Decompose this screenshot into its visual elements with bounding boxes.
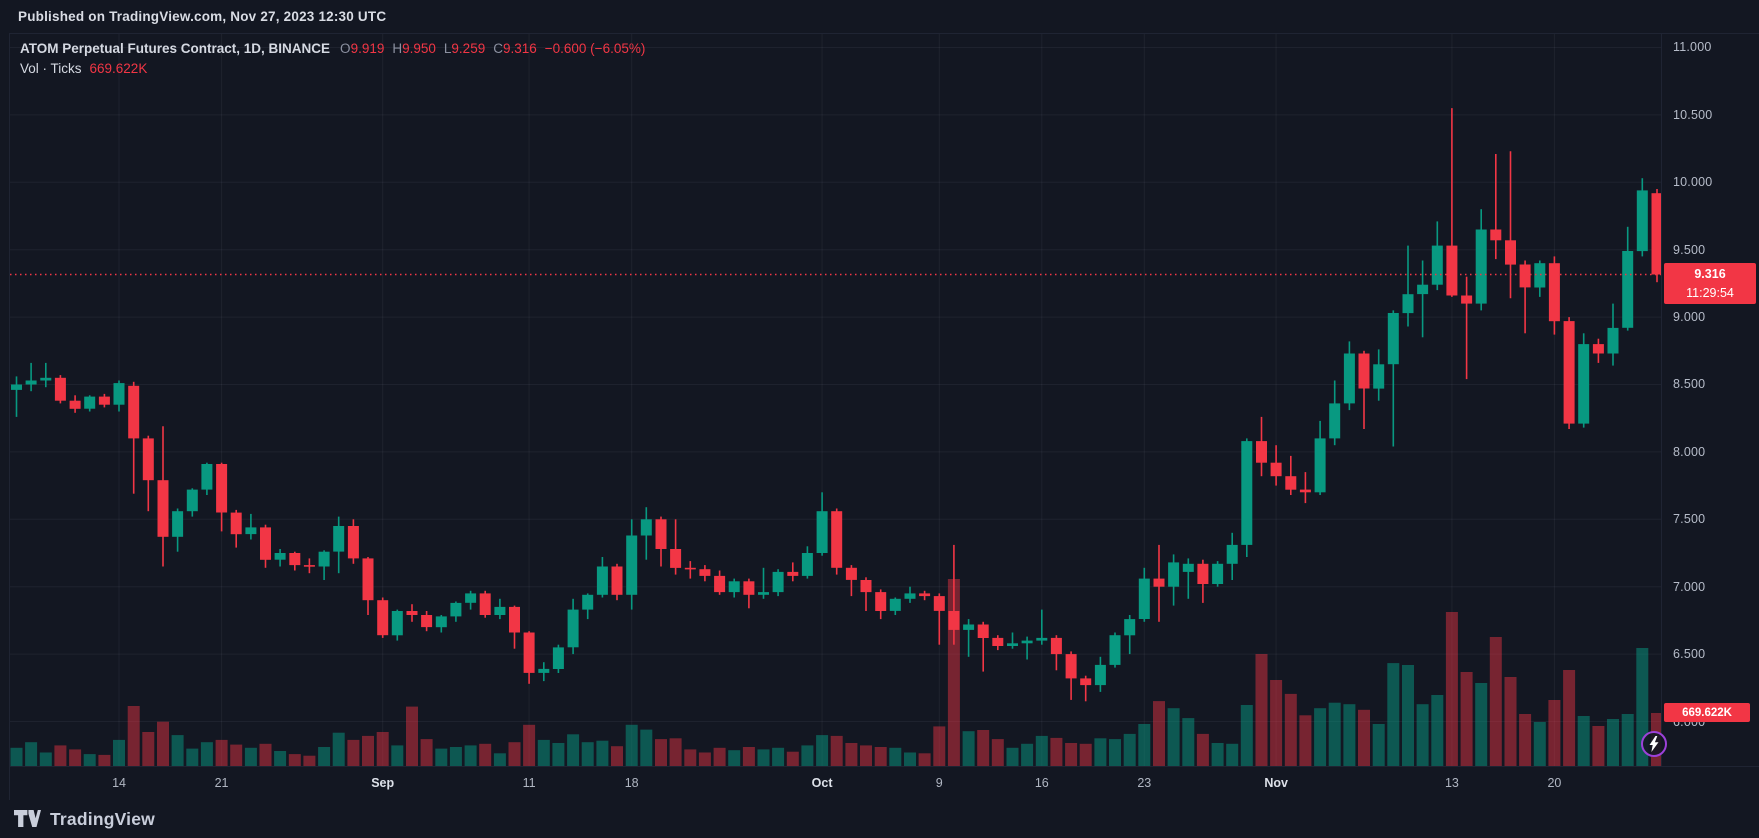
current-price-value: 9.316: [1694, 266, 1726, 281]
tradingview-logo-mark: [14, 810, 41, 827]
time-tick-label: Oct: [811, 776, 833, 790]
volume-value: 669.622K: [89, 61, 148, 76]
volume-label: Vol · Ticks: [20, 61, 82, 76]
tradingview-logo[interactable]: TradingView: [14, 809, 155, 830]
price-axis[interactable]: 9.316 11:29:54 669.622K 11.000 10.500 10.0…: [1661, 34, 1759, 766]
current-price-badge: 9.316 11:29:54: [1664, 263, 1756, 304]
price-tick-label: 10.000: [1673, 175, 1713, 190]
ohlc-item: L9.259: [443, 41, 486, 56]
price-chart-pane: ATOM Perpetual Futures Contract, 1D, BIN…: [10, 34, 1661, 766]
chart-frame: ATOM Perpetual Futures Contract, 1D, BIN…: [9, 33, 1759, 801]
ohlc-values: O9.919 H9.950 L9.259 C9.316: [340, 41, 545, 56]
ohlc-item: C9.316: [493, 41, 537, 56]
published-bar: Published on TradingView.com, Nov 27, 20…: [0, 0, 1759, 33]
lightning-bolt-icon: [1649, 736, 1659, 752]
time-tick-label: 11: [522, 776, 536, 790]
current-volume-badge: 669.622K: [1664, 703, 1750, 722]
candlestick-chart-svg[interactable]: [10, 34, 1661, 766]
price-tick-label: 9.500: [1673, 242, 1706, 257]
time-tick-label: Nov: [1264, 776, 1288, 790]
time-tick-label: 13: [1444, 776, 1459, 790]
time-tick-label: Sep: [371, 776, 395, 790]
price-tick-label: 11.000: [1673, 40, 1712, 55]
change-value: −0.600 (−6.05%): [544, 41, 646, 56]
price-tick-label: 10.500: [1673, 107, 1713, 122]
time-tick-label: 18: [624, 776, 639, 790]
ohlc-item: H9.950: [392, 41, 436, 56]
bar-countdown: 11:29:54: [1686, 285, 1734, 300]
symbol-title[interactable]: ATOM Perpetual Futures Contract, 1D, BIN…: [20, 41, 331, 56]
price-tick-label: 6.500: [1673, 647, 1706, 662]
time-tick-label: 23: [1137, 776, 1152, 790]
tradingview-logo-text: TradingView: [50, 808, 155, 829]
chart-legend: ATOM Perpetual Futures Contract, 1D, BIN…: [20, 39, 645, 79]
price-tick-label: 8.500: [1673, 377, 1706, 392]
ohlc-item: O9.919: [340, 41, 385, 56]
flash-boost-icon[interactable]: [1641, 731, 1667, 757]
price-tick-label: 9.000: [1673, 310, 1706, 325]
published-text: Published on TradingView.com, Nov 27, 20…: [18, 9, 387, 24]
time-tick-label: 14: [112, 776, 126, 790]
footer-bar: TradingView: [0, 800, 1759, 838]
price-tick-label: 7.500: [1673, 512, 1706, 527]
time-tick-label: 16: [1034, 776, 1049, 790]
legend-volume-row: Vol · Ticks 669.622K: [20, 59, 645, 79]
time-tick-label: 21: [214, 776, 229, 790]
legend-symbol-row: ATOM Perpetual Futures Contract, 1D, BIN…: [20, 39, 645, 59]
time-axis[interactable]: 14 21 Sep 11 18 Oct 9 16 23 Nov 13 20: [10, 766, 1759, 801]
price-tick-label: 7.000: [1673, 579, 1706, 594]
price-tick-label: 8.000: [1673, 444, 1706, 459]
time-tick-label: 9: [935, 776, 943, 790]
time-tick-label: 20: [1547, 776, 1562, 790]
